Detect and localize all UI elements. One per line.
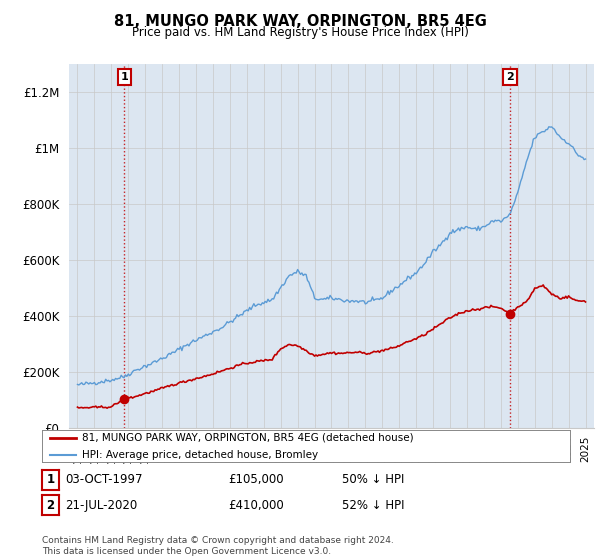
Text: 81, MUNGO PARK WAY, ORPINGTON, BR5 4EG (detached house): 81, MUNGO PARK WAY, ORPINGTON, BR5 4EG (… [82,433,413,442]
Text: 03-OCT-1997: 03-OCT-1997 [65,473,142,487]
Text: Contains HM Land Registry data © Crown copyright and database right 2024.
This d: Contains HM Land Registry data © Crown c… [42,536,394,556]
Text: 52% ↓ HPI: 52% ↓ HPI [342,498,404,512]
Text: 2: 2 [506,72,514,82]
Text: 81, MUNGO PARK WAY, ORPINGTON, BR5 4EG: 81, MUNGO PARK WAY, ORPINGTON, BR5 4EG [113,14,487,29]
Text: 21-JUL-2020: 21-JUL-2020 [65,498,137,512]
Text: 50% ↓ HPI: 50% ↓ HPI [342,473,404,487]
Text: £410,000: £410,000 [228,498,284,512]
Text: 1: 1 [121,72,128,82]
Text: £105,000: £105,000 [228,473,284,487]
Text: 1: 1 [46,473,55,487]
Text: 2: 2 [46,498,55,512]
Text: Price paid vs. HM Land Registry's House Price Index (HPI): Price paid vs. HM Land Registry's House … [131,26,469,39]
Text: HPI: Average price, detached house, Bromley: HPI: Average price, detached house, Brom… [82,450,318,460]
